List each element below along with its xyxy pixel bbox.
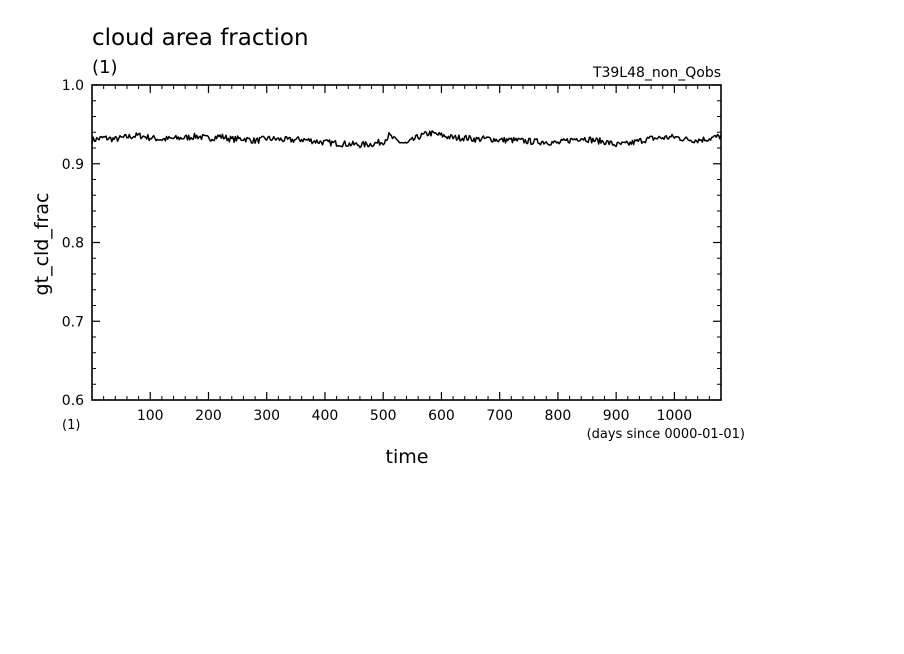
experiment-label: T39L48_non_Qobs bbox=[592, 65, 721, 81]
y-tick-label: 0.7 bbox=[62, 314, 84, 330]
y-axis-label: gt_cld_frac bbox=[31, 193, 53, 296]
series-layer bbox=[91, 130, 722, 149]
x-tick-label: 200 bbox=[195, 408, 222, 424]
chart-units-label: (1) bbox=[92, 57, 118, 78]
series-line bbox=[91, 130, 722, 149]
x-tick-label: 500 bbox=[370, 408, 397, 424]
x-tick-label: 400 bbox=[312, 408, 339, 424]
x-tick-label: 800 bbox=[545, 408, 572, 424]
x-axis-label: time bbox=[386, 446, 429, 468]
x-tick-label: 1000 bbox=[657, 408, 693, 424]
y-axis-units: (1) bbox=[62, 418, 80, 433]
y-tick-label: 0.9 bbox=[62, 157, 84, 173]
x-tick-label: 600 bbox=[428, 408, 455, 424]
x-axis-units: (days since 0000-01-01) bbox=[587, 427, 745, 442]
y-tick-label: 0.8 bbox=[62, 236, 84, 252]
x-tick-label: 700 bbox=[486, 408, 513, 424]
y-tick-label: 0.6 bbox=[62, 393, 84, 409]
x-tick-label: 300 bbox=[253, 408, 280, 424]
y-tick-label: 1.0 bbox=[62, 78, 84, 94]
x-tick-label: 900 bbox=[603, 408, 630, 424]
chart-title: cloud area fraction bbox=[92, 25, 309, 51]
plot-frame bbox=[91, 84, 722, 401]
axis-ticks: 100 200 300 400 500 600 700 800 900 1000 0.6 0.7 0.8… bbox=[62, 78, 721, 424]
x-tick-label: 100 bbox=[137, 408, 164, 424]
